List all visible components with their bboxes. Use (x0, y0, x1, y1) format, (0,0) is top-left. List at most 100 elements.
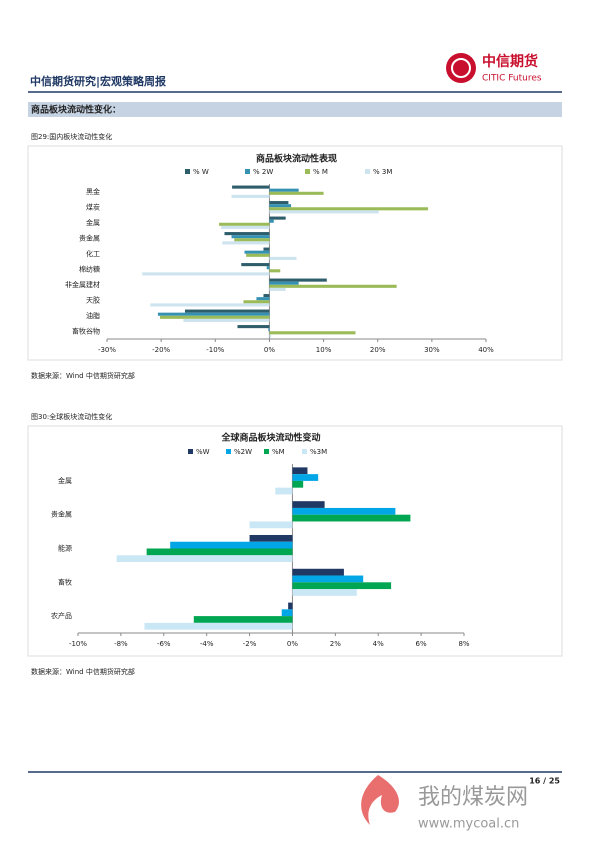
legend-label: %3M (310, 448, 327, 456)
bar (292, 514, 411, 522)
bar (146, 548, 293, 556)
bar (292, 582, 392, 590)
bar (224, 232, 270, 236)
category-label: 棉纺糖 (79, 264, 100, 273)
logo-cn: 中信期货 (482, 53, 538, 70)
category-label: 能源 (58, 544, 72, 553)
bar (292, 575, 364, 583)
legend-label: % W (193, 168, 209, 176)
bar (288, 602, 293, 610)
figure-caption: 图30:全球板块流动性变化 (31, 412, 112, 421)
bar (243, 300, 270, 304)
legend-swatch (188, 449, 193, 454)
chart-frame (27, 425, 563, 657)
bar (221, 225, 270, 229)
bar (268, 328, 270, 332)
legend-swatch (226, 449, 231, 454)
figure-source: 数据来源：Wind 中信期货研究部 (31, 667, 135, 676)
x-tick-label: -10% (69, 640, 87, 648)
legend-swatch (365, 169, 370, 174)
bar (219, 222, 270, 226)
bar (292, 589, 357, 596)
bar (234, 238, 270, 242)
category-label: 非金属建材 (65, 280, 100, 289)
category-label: 畜牧谷物 (72, 326, 100, 335)
legend-swatch (185, 169, 190, 174)
category-label: 畜牧 (58, 577, 72, 586)
category-label: 化工 (86, 249, 100, 258)
bar (292, 480, 304, 488)
x-tick-label: -20% (152, 346, 170, 354)
x-tick-label: -30% (98, 346, 116, 354)
chart-frame (27, 145, 563, 361)
bar (241, 263, 270, 267)
legend-swatch (264, 449, 269, 454)
bar (269, 334, 272, 338)
category-label: 贵金属 (79, 233, 100, 242)
x-tick-label: -4% (200, 640, 214, 648)
x-tick-label: -10% (206, 346, 224, 354)
figure-caption: 图29:国内板块流动性变化 (31, 132, 112, 141)
bar (116, 555, 293, 563)
x-tick-label: 8% (458, 640, 469, 648)
watermark-name: 我的煤炭网 (418, 785, 528, 810)
logo-icon (446, 53, 476, 83)
bar (160, 315, 270, 319)
watermark-flame (361, 775, 399, 825)
category-label: 金属 (58, 476, 72, 485)
bar (269, 204, 292, 208)
x-tick-label: 0% (264, 346, 275, 354)
legend-label: % 2W (253, 168, 273, 176)
legend-label: % 3M (373, 168, 392, 176)
category-label: 金属 (86, 218, 100, 227)
bar (263, 247, 270, 251)
legend-swatch (305, 169, 310, 174)
category-label: 农产品 (51, 611, 72, 620)
bar (275, 487, 293, 495)
legend-label: %W (196, 448, 210, 456)
bar (244, 250, 270, 254)
chart-title: 全球商品板块流动性变动 (220, 432, 320, 444)
category-label: 黑金 (86, 187, 100, 196)
figure-source: 数据来源：Wind 中信期货研究部 (31, 371, 135, 380)
bar (269, 284, 397, 288)
bar (269, 269, 281, 273)
category-label: 煤炭 (86, 202, 100, 211)
bar (183, 318, 270, 322)
logo-icon-ring (451, 58, 471, 78)
section-band (28, 102, 562, 117)
legend-label: %2W (234, 448, 252, 456)
bar (269, 216, 286, 220)
bar (222, 241, 270, 245)
bar (263, 294, 270, 298)
bar (249, 534, 293, 542)
bar (292, 568, 344, 576)
bar (292, 467, 308, 475)
section-title: 商品板块流动性变化： (31, 104, 121, 116)
x-tick-label: -6% (157, 640, 171, 648)
bar (269, 201, 289, 205)
x-tick-label: 4% (373, 640, 384, 648)
bar (249, 521, 293, 529)
bar (269, 191, 324, 195)
legend-label: % M (313, 168, 328, 176)
bar (157, 312, 270, 316)
bar (292, 507, 396, 515)
bar (281, 609, 293, 617)
bar (269, 331, 356, 335)
bar (170, 541, 293, 549)
x-tick-label: 6% (416, 640, 427, 648)
category-label: 天胶 (86, 295, 100, 304)
category-label: 贵金属 (51, 510, 72, 519)
bar (269, 219, 274, 223)
page-number: 16 / 25 (529, 777, 560, 786)
bar (184, 309, 270, 313)
bar (269, 256, 297, 260)
category-label: 油脂 (86, 311, 100, 320)
bar (269, 281, 299, 285)
x-tick-label: 2% (330, 640, 341, 648)
x-tick-label: 0% (287, 640, 298, 648)
chart-title: 商品板块流动性表现 (256, 153, 337, 165)
